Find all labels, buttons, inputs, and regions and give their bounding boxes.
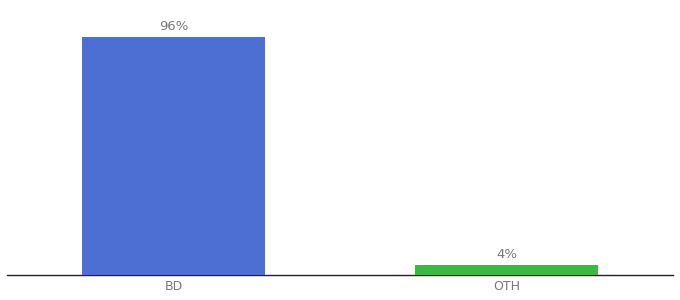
Bar — [82, 37, 265, 274]
Text: 96%: 96% — [159, 20, 188, 33]
Text: 4%: 4% — [496, 248, 517, 261]
Bar — [415, 265, 598, 275]
